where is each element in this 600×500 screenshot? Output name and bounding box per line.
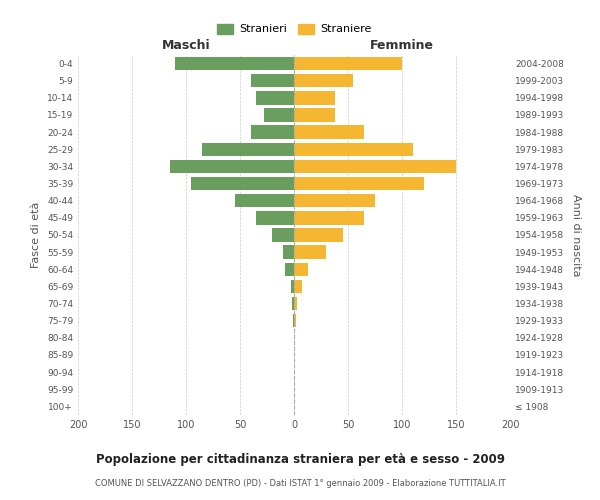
Bar <box>202 142 294 156</box>
Bar <box>294 74 353 88</box>
Bar <box>293 314 294 328</box>
Bar <box>294 314 296 328</box>
Bar <box>251 126 294 139</box>
Bar <box>294 194 375 207</box>
Text: Popolazione per cittadinanza straniera per età e sesso - 2009: Popolazione per cittadinanza straniera p… <box>95 452 505 466</box>
Bar <box>294 142 413 156</box>
Bar <box>256 91 294 104</box>
Bar <box>294 280 302 293</box>
Bar <box>286 262 294 276</box>
Y-axis label: Anni di nascita: Anni di nascita <box>571 194 581 276</box>
Bar <box>294 57 402 70</box>
Legend: Stranieri, Straniere: Stranieri, Straniere <box>212 19 376 39</box>
Bar <box>256 211 294 224</box>
Bar <box>272 228 294 241</box>
Bar <box>170 160 294 173</box>
Bar <box>294 177 424 190</box>
Bar <box>251 74 294 88</box>
Bar <box>235 194 294 207</box>
Text: Maschi: Maschi <box>161 38 211 52</box>
Bar <box>264 108 294 122</box>
Bar <box>292 297 294 310</box>
Bar <box>294 126 364 139</box>
Bar <box>294 108 335 122</box>
Bar <box>283 246 294 259</box>
Bar <box>175 57 294 70</box>
Text: COMUNE DI SELVAZZANO DENTRO (PD) - Dati ISTAT 1° gennaio 2009 - Elaborazione TUT: COMUNE DI SELVAZZANO DENTRO (PD) - Dati … <box>95 479 505 488</box>
Text: Femmine: Femmine <box>370 38 434 52</box>
Bar <box>294 91 335 104</box>
Bar <box>294 262 308 276</box>
Y-axis label: Fasce di età: Fasce di età <box>31 202 41 268</box>
Bar <box>294 211 364 224</box>
Bar <box>291 280 294 293</box>
Bar <box>294 228 343 241</box>
Bar <box>294 246 326 259</box>
Bar <box>294 297 297 310</box>
Bar <box>294 160 456 173</box>
Bar <box>191 177 294 190</box>
